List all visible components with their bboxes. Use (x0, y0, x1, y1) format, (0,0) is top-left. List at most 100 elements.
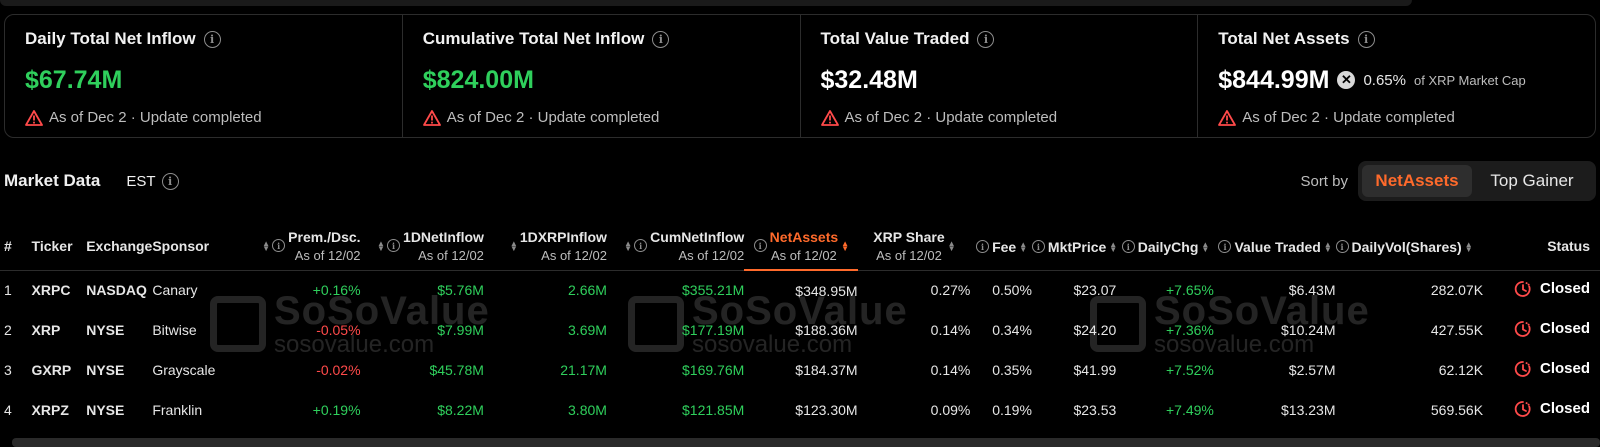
col-fee[interactable]: i Fee ▲ ▼ (970, 222, 1032, 270)
col-1d-net-inflow[interactable]: ▲ ▼ i 1DNetInflow As of 12/02 (361, 222, 484, 270)
card-value: $844.99M (1218, 65, 1330, 94)
table-row[interactable]: 4 XRPZ NYSE Franklin +0.19% $8.22M 3.80M $121.8… (0, 390, 1600, 430)
value-traded: $2.57M (1288, 362, 1336, 378)
update-status: As of Dec 2 · Update completed (49, 109, 262, 126)
1d-net-inflow: $45.78M (429, 362, 484, 378)
sort-segmented: NetAssets Top Gainer (1358, 161, 1596, 201)
ticker[interactable]: GXRP (31, 362, 72, 378)
exchange: NYSE (86, 322, 125, 338)
sort-top-gainer-button[interactable]: Top Gainer (1490, 171, 1574, 190)
col-value-traded-label: Value Traded (1234, 238, 1321, 255)
col-daily-vol[interactable]: i DailyVol(Shares) ▲ ▼ (1335, 222, 1484, 270)
warning-icon (422, 109, 441, 126)
status-text: Closed (1539, 360, 1590, 377)
col-premium-label: Prem./Dsc. (288, 228, 361, 245)
daily-volume: 282.07K (1430, 282, 1484, 299)
info-icon[interactable]: i (977, 30, 995, 48)
info-icon[interactable]: i (634, 239, 648, 253)
sort-icon: ▲ ▼ (509, 238, 518, 253)
net-assets: $348.95M (795, 282, 858, 299)
info-icon[interactable]: i (1357, 30, 1375, 48)
table-row[interactable]: 3 GXRP NYSE Grayscale -0.02% $45.78M 21.17M $16… (0, 350, 1600, 390)
info-icon[interactable]: i (1031, 240, 1045, 254)
daily-change: +7.65% (1165, 282, 1214, 299)
as-of-label: As of 12/02 (678, 247, 745, 263)
col-xrp-share[interactable]: XRP Share As of 12/02 ▲ ▼ (858, 222, 971, 270)
daily-volume: 569.56K (1430, 402, 1484, 418)
ticker[interactable]: XRPC (31, 282, 71, 299)
warning-icon (820, 109, 839, 126)
col-daily-vol-label: DailyVol(Shares) (1351, 238, 1462, 255)
daily-change: +7.36% (1165, 322, 1214, 338)
row-index: 1 (4, 282, 12, 299)
mkt-price: $24.20 (1073, 322, 1117, 338)
col-mkt-price[interactable]: i MktPrice ▲ ▼ (1031, 222, 1117, 270)
sponsor: Bitwise (152, 322, 197, 338)
ticker[interactable]: XRP (31, 322, 61, 338)
card-cumulative-inflow: Cumulative Total Net Inflow i $824.00M As… (401, 15, 800, 137)
row-index: 3 (4, 362, 12, 378)
as-of-label: As of 12/02 (541, 247, 607, 263)
mkt-price: $23.07 (1073, 282, 1117, 299)
col-xrp-share-label: XRP Share (873, 228, 945, 245)
col-ticker: Ticker (31, 237, 73, 254)
table-row[interactable]: 2 XRP NYSE Bitwise -0.05% $7.99M 3.69M $177.19M… (0, 310, 1600, 350)
cum-net-inflow: $355.21M (682, 282, 745, 299)
fee: 0.19% (992, 402, 1032, 418)
info-icon[interactable]: i (976, 240, 990, 254)
info-icon[interactable]: i (203, 30, 221, 48)
col-status: Status (1547, 237, 1590, 254)
table-header-row: # Ticker Exchange Sponsor ▲ ▼ i Prem./Dsc. A… (0, 222, 1600, 271)
col-fee-label: Fee (992, 238, 1017, 255)
info-icon[interactable]: i (652, 30, 670, 48)
update-status: As of Dec 2 · Update completed (446, 109, 660, 126)
mkt-price: $41.99 (1073, 362, 1117, 378)
col-1d-xrp-inflow[interactable]: ▲ ▼ 1DXRPInflow As of 12/02 (484, 222, 607, 270)
market-data-header: Market Data EST i Sort by NetAssets Top G… (4, 161, 1596, 201)
info-icon[interactable]: i (387, 239, 401, 253)
premium-discount: +0.19% (312, 402, 361, 418)
sort-icon: ▲ ▼ (947, 238, 956, 253)
fee: 0.50% (992, 282, 1032, 299)
status-cell: Closed (1483, 310, 1600, 350)
as-of-label: As of 12/02 (876, 247, 942, 263)
status-cell: Closed (1483, 350, 1600, 390)
row-index: 4 (4, 402, 12, 418)
sort-icon: ▲ ▼ (262, 238, 271, 253)
1d-xrp-inflow: 3.69M (568, 322, 607, 338)
cum-net-inflow: $121.85M (682, 402, 745, 418)
exchange: NYSE (86, 402, 125, 418)
status-text: Closed (1539, 280, 1590, 298)
sort-netassets-button[interactable]: NetAssets (1362, 165, 1472, 197)
horizontal-scrollbar[interactable] (12, 438, 1600, 447)
info-icon[interactable]: i (753, 239, 767, 252)
info-icon[interactable]: i (1121, 240, 1135, 254)
xrp-share: 0.27% (930, 282, 971, 299)
info-icon[interactable]: i (1218, 240, 1232, 254)
market-cap-share-label: of XRP Market Cap (1414, 72, 1526, 88)
status-cell: Closed (1483, 270, 1600, 310)
net-assets: $123.30M (795, 402, 858, 418)
col-net-assets[interactable]: i NetAssets As of 12/02 ▲ ▼ (744, 222, 858, 271)
timezone-label: EST i (126, 172, 179, 190)
1d-net-inflow: $7.99M (437, 322, 484, 338)
1d-xrp-inflow: 21.17M (560, 362, 607, 378)
col-daily-chg[interactable]: i DailyChg ▲ ▼ (1116, 222, 1214, 270)
col-cum-net-inflow[interactable]: ▲ ▼ i CumNetInflow As of 12/02 (607, 222, 744, 270)
info-icon[interactable]: i (1335, 240, 1349, 254)
ticker[interactable]: XRPZ (31, 402, 69, 418)
info-icon[interactable]: i (161, 172, 179, 190)
col-premium[interactable]: ▲ ▼ i Prem./Dsc. As of 12/02 (234, 222, 361, 270)
card-value-traded: Total Value Traded i $32.48M As of Dec 2 … (799, 15, 1198, 137)
sort-icon: ▲ ▼ (1323, 239, 1332, 254)
table-row[interactable]: 1 XRPC NASDAQ Canary +0.16% $5.76M 2.66M $355.2… (0, 270, 1600, 310)
col-exchange: Exchange (86, 237, 153, 254)
premium-discount: -0.02% (316, 362, 361, 378)
sort-icon: ▲ ▼ (1201, 239, 1210, 254)
status-text: Closed (1539, 320, 1590, 337)
xrp-share: 0.14% (930, 362, 971, 378)
info-icon[interactable]: i (272, 239, 286, 253)
col-value-traded[interactable]: i Value Traded ▲ ▼ (1214, 222, 1336, 270)
value-traded: $13.23M (1281, 402, 1336, 418)
fee: 0.34% (992, 322, 1032, 338)
